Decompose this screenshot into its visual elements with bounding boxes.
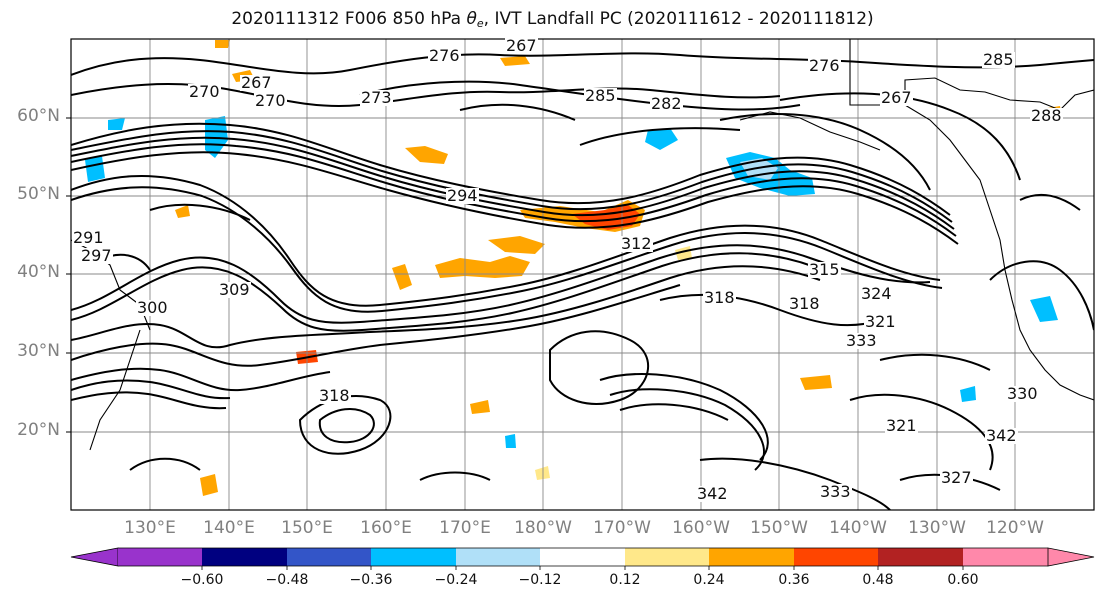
contour-label: 276 <box>428 46 461 65</box>
contour-label: 270 <box>254 91 287 110</box>
contour-label: 300 <box>136 298 169 317</box>
contour-label: 333 <box>845 331 878 350</box>
lat-label-30n: 30°N <box>17 341 60 361</box>
colorbar-extend-high <box>1047 547 1095 567</box>
contour-label: 342 <box>696 484 729 503</box>
colorbar-tick: −0.48 <box>265 572 309 588</box>
contour-label: 333 <box>819 482 852 501</box>
lat-label-20n: 20°N <box>17 420 60 440</box>
colorbar-segment <box>202 548 287 566</box>
lat-label-50n: 50°N <box>17 184 60 204</box>
colorbar-segment <box>540 548 625 566</box>
contour-label: 321 <box>864 312 897 331</box>
colorbar-segment <box>287 548 371 566</box>
colorbar-segment <box>625 548 709 566</box>
axis-ticks <box>66 117 71 433</box>
contour-label: 309 <box>218 280 251 299</box>
contour-label: 297 <box>80 246 113 265</box>
contour-label: 324 <box>860 284 893 303</box>
lon-label-180w: 180°W <box>514 518 572 538</box>
colorbar-tick: 0.48 <box>862 572 894 588</box>
contour-label: 294 <box>446 186 479 205</box>
map-title: 2020111312 F006 850 hPa θe, IVT Landfall… <box>231 9 874 30</box>
contour-label: 318 <box>318 386 351 405</box>
lon-label-140w: 140°W <box>829 518 887 538</box>
contour-label: 318 <box>703 288 736 307</box>
colorbar-tick: 0.60 <box>947 572 979 588</box>
contour-label: 276 <box>808 56 841 75</box>
colorbar-segment <box>794 548 878 566</box>
colorbar-tick: −0.24 <box>434 572 478 588</box>
lon-label-140e: 140°E <box>203 518 255 538</box>
colorbar <box>70 547 1095 570</box>
lon-label-170e: 170°E <box>439 518 491 538</box>
colorbar-segment <box>371 548 456 566</box>
lon-label-170w: 170°W <box>593 518 651 538</box>
colorbar-segment <box>963 548 1048 566</box>
colorbar-tick: −0.12 <box>518 572 562 588</box>
contour-label: 267 <box>505 36 538 55</box>
contour-label: 327 <box>940 468 973 487</box>
contour-label: 273 <box>360 88 393 107</box>
lon-label-150w: 150°W <box>750 518 808 538</box>
contour-label: 270 <box>188 82 221 101</box>
contour-label: 330 <box>1006 384 1039 403</box>
lat-label-60n: 60°N <box>17 106 60 126</box>
shading-positive <box>175 40 1062 496</box>
colorbar-tick: −0.36 <box>349 572 393 588</box>
colorbar-segment <box>709 548 794 566</box>
colorbar-extend-low <box>70 547 119 567</box>
lon-label-120w: 120°W <box>986 518 1044 538</box>
colorbar-tick: −0.60 <box>180 572 224 588</box>
colorbar-segment <box>118 548 202 566</box>
contour-label: 282 <box>650 94 683 113</box>
lon-label-160e: 160°E <box>360 518 412 538</box>
theta-e-contours <box>71 52 1094 510</box>
contour-label: 288 <box>1030 106 1063 125</box>
contour-label: 267 <box>880 88 913 107</box>
lon-label-160w: 160°W <box>672 518 730 538</box>
contour-label: 312 <box>620 234 653 253</box>
colorbar-segment <box>878 548 963 566</box>
graticule <box>71 39 1094 510</box>
contour-label: 315 <box>808 260 841 279</box>
lon-label-130w: 130°W <box>908 518 966 538</box>
lon-label-130e: 130°E <box>124 518 176 538</box>
contour-label: 342 <box>985 426 1018 445</box>
lat-label-40n: 40°N <box>17 262 60 282</box>
lon-label-150e: 150°E <box>281 518 333 538</box>
contour-label: 267 <box>240 73 273 92</box>
contour-label: 318 <box>788 294 821 313</box>
contour-label: 285 <box>982 50 1015 69</box>
contour-label: 321 <box>885 416 918 435</box>
contour-label: 291 <box>72 228 105 247</box>
colorbar-segment <box>456 548 540 566</box>
colorbar-tick: 0.12 <box>609 572 641 588</box>
contour-label: 285 <box>584 86 617 105</box>
colorbar-tick: 0.36 <box>778 572 810 588</box>
colorbar-tick: 0.24 <box>693 572 725 588</box>
